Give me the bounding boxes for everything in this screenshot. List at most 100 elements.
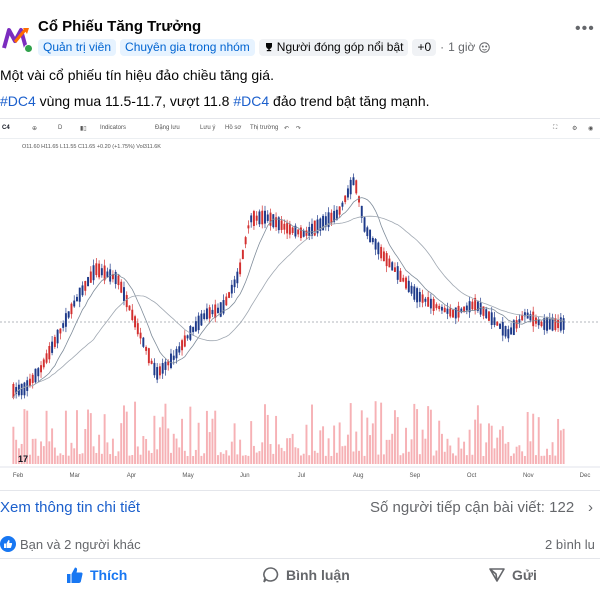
- volume-bar: [26, 410, 29, 464]
- volume-bar: [465, 455, 468, 464]
- candle-body: [120, 281, 123, 293]
- volume-bar: [358, 450, 360, 464]
- volume-bar: [250, 421, 253, 464]
- volume-bar: [84, 428, 87, 464]
- volume-bar: [313, 450, 316, 464]
- volume-bar: [214, 410, 217, 464]
- candle-body: [435, 304, 438, 309]
- volume-bar: [319, 430, 322, 464]
- candle-body: [211, 309, 214, 315]
- candle-body: [452, 309, 454, 318]
- volume-bar: [128, 455, 131, 464]
- post-text-line1: Một vài cổ phiếu tín hiệu đảo chiều tăng…: [0, 67, 274, 83]
- volume-bar: [70, 442, 73, 464]
- volume-bar: [380, 402, 383, 464]
- candle-body: [512, 320, 515, 336]
- candle-body: [111, 274, 114, 280]
- volume-bar: [186, 455, 189, 464]
- candle-body: [252, 211, 255, 226]
- volume-bar: [377, 454, 380, 464]
- candle-body: [45, 353, 48, 363]
- volume-bar: [275, 415, 278, 464]
- volume-bar: [344, 445, 347, 464]
- candle-body: [89, 271, 92, 283]
- candle-body: [147, 348, 150, 364]
- candle-body: [341, 202, 344, 207]
- volume-bar: [521, 451, 524, 464]
- more-options-icon[interactable]: •••: [575, 20, 595, 37]
- reactor-names[interactable]: Bạn và 2 người khác: [20, 537, 141, 552]
- volume-bar: [322, 426, 325, 464]
- candle-body: [562, 318, 565, 330]
- candle-body: [479, 302, 482, 315]
- chart-symbol: C4: [2, 125, 10, 131]
- candle-body: [239, 262, 242, 275]
- send-button[interactable]: Gửi: [488, 565, 537, 585]
- add-icon: ⊕: [32, 126, 38, 132]
- candle-body: [371, 238, 374, 243]
- candle-body: [496, 321, 499, 326]
- candle-body: [454, 307, 457, 319]
- hashtag-link[interactable]: #DC4: [233, 93, 270, 109]
- top-contributor-badge[interactable]: Người đóng góp nổi bật: [258, 38, 409, 56]
- chevron-right-icon[interactable]: ›: [588, 499, 593, 516]
- volume-bar: [452, 453, 454, 464]
- candle-body: [543, 318, 546, 330]
- volume-bar: [399, 455, 402, 464]
- volume-bar: [305, 424, 308, 464]
- candle-body: [557, 319, 560, 329]
- more-badges[interactable]: +0: [412, 38, 437, 56]
- volume-bar: [405, 427, 407, 464]
- candle-body: [335, 209, 338, 220]
- volume-bar: [366, 417, 369, 464]
- volume-bar: [410, 439, 413, 464]
- hashtag-link[interactable]: #DC4: [0, 93, 36, 109]
- chart-image[interactable]: C4 ⊕ D ▮▯ Indicators Đặng lưu Lưu ý Hồ s…: [0, 118, 600, 488]
- candle-body: [230, 284, 233, 294]
- time-axis-label: Jul: [298, 473, 306, 479]
- post-text-mid: vùng mua 11.5-11.7, vượt 11.8: [35, 93, 234, 109]
- candle-body: [501, 321, 504, 336]
- time-axis-label: Oct: [467, 473, 477, 479]
- volume-bar: [416, 409, 419, 464]
- volume-bar: [131, 455, 134, 464]
- comment-button[interactable]: Bình luận: [262, 565, 350, 585]
- expert-badge[interactable]: Chuyên gia trong nhóm: [120, 38, 255, 56]
- candle-body: [338, 206, 341, 215]
- candle-body: [34, 368, 37, 383]
- volume-bar: [170, 452, 172, 464]
- volume-bar: [255, 452, 258, 464]
- globe-icon: [479, 41, 491, 53]
- like-reaction-icon[interactable]: [0, 536, 16, 552]
- volume-bar: [197, 422, 200, 464]
- like-label: Thích: [90, 567, 128, 583]
- volume-bar: [67, 455, 70, 464]
- volume-bar: [460, 448, 463, 464]
- volume-bar: [294, 447, 297, 464]
- volume-bar: [56, 455, 59, 464]
- candle-body: [294, 225, 297, 237]
- candle-body: [280, 220, 283, 230]
- chart-interval: D: [58, 125, 63, 131]
- volume-bar: [335, 452, 338, 464]
- candle-body: [48, 345, 51, 360]
- volume-bar: [81, 453, 84, 464]
- candle-body: [175, 348, 178, 359]
- post-time[interactable]: 1 giờ: [448, 40, 476, 54]
- candle-body: [518, 319, 521, 323]
- candle-body: [241, 250, 244, 259]
- comment-count[interactable]: 2 bình lu: [545, 537, 595, 552]
- group-avatar[interactable]: [1, 22, 33, 54]
- volume-bar: [360, 410, 363, 464]
- like-button[interactable]: Thích: [66, 565, 127, 585]
- admin-badge[interactable]: Quản trị viên: [38, 38, 117, 56]
- volume-bar: [487, 423, 490, 464]
- candle-body: [311, 223, 313, 236]
- group-name-link[interactable]: Cổ Phiếu Tăng Trưởng: [38, 18, 202, 35]
- candle-body: [153, 362, 156, 376]
- thumbs-up-icon: [67, 567, 83, 583]
- candle-body: [559, 317, 562, 331]
- view-details-link[interactable]: Xem thông tin chi tiết: [0, 499, 141, 516]
- tradingview-logo: 17: [18, 454, 29, 464]
- candle-body: [515, 320, 518, 329]
